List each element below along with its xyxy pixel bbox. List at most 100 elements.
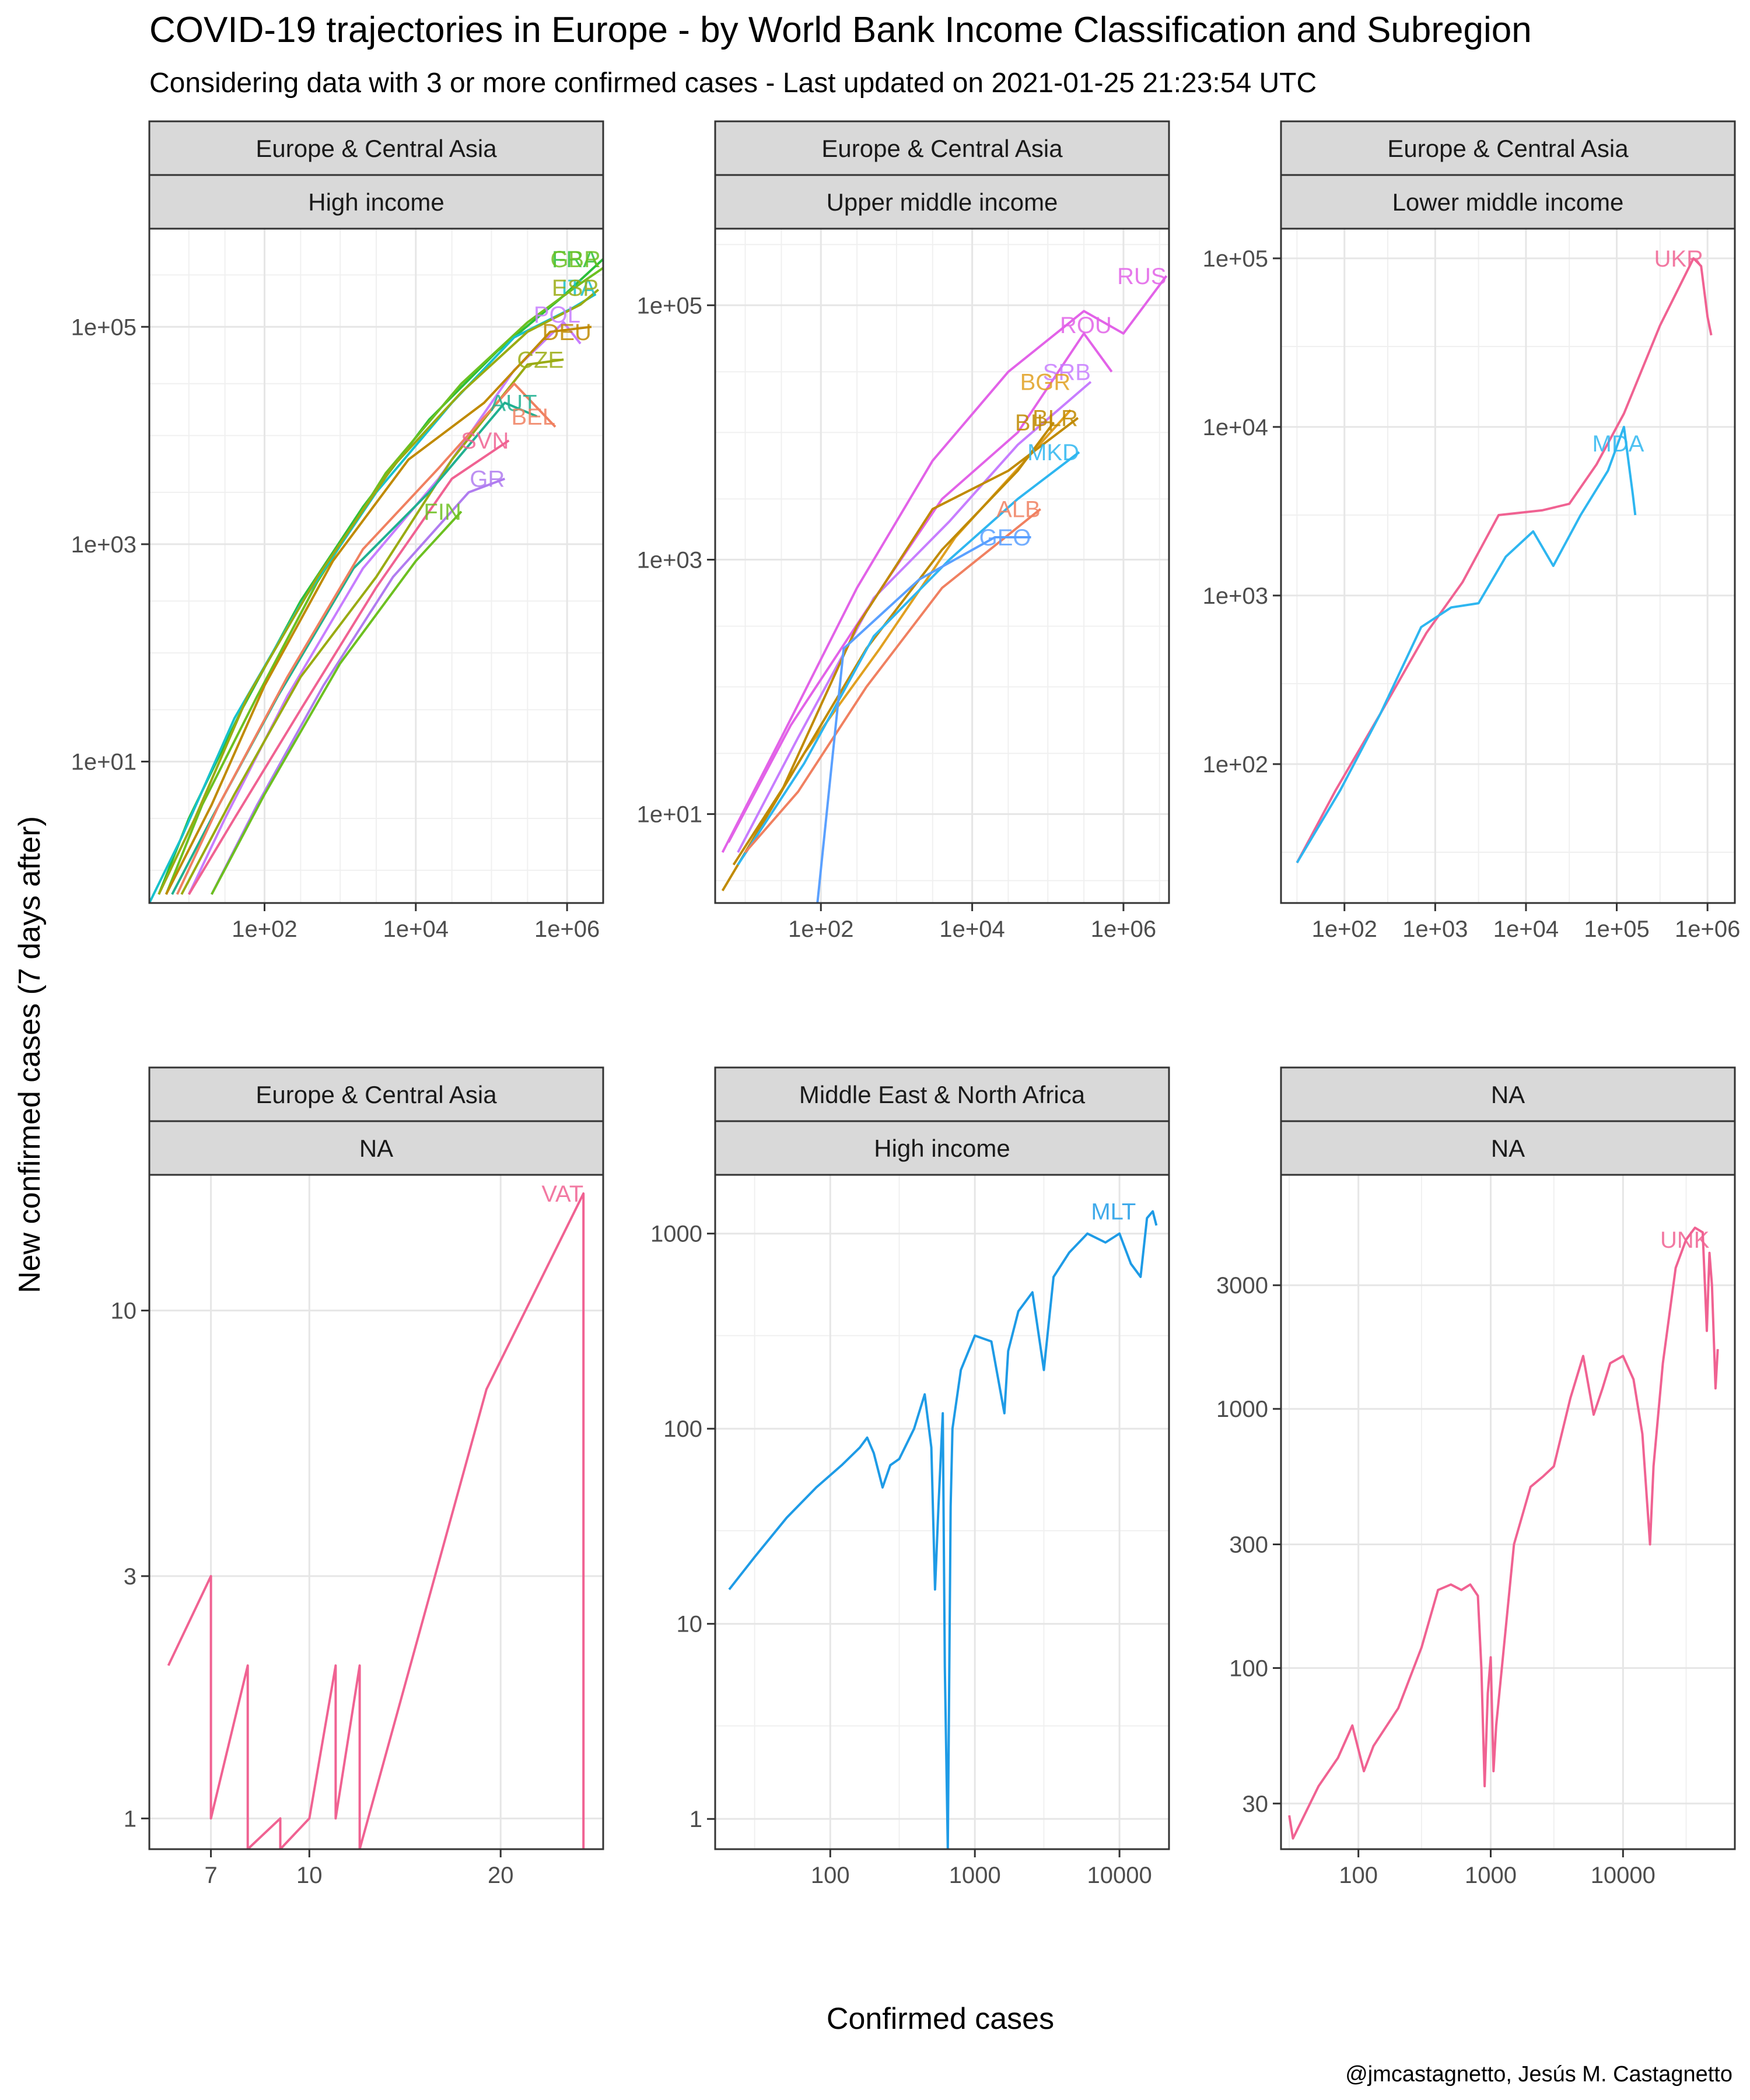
- x-tick-label: 100: [1339, 1863, 1378, 1888]
- x-tick-label: 1000: [1465, 1863, 1517, 1888]
- series-line-gbr: [164, 266, 603, 895]
- strip-bottom-bg: [1280, 174, 1736, 230]
- strip-top-label: Europe & Central Asia: [1387, 135, 1629, 162]
- series-label-rus: RUS: [1117, 264, 1166, 289]
- caption: @jmcastagnetto, Jesús M. Castagnetto: [1345, 2062, 1732, 2087]
- grid: [715, 229, 1169, 903]
- strip-top-label: Europe & Central Asia: [821, 135, 1063, 162]
- axes: 100 1000 10000 1 10 100 1000: [650, 1222, 1152, 1888]
- series-labels: MLT: [1091, 1199, 1136, 1225]
- y-tick-label: 1: [690, 1807, 702, 1832]
- x-tick-label: 1000: [949, 1863, 1001, 1888]
- y-tick-label: 1e+05: [71, 314, 136, 340]
- x-tick-label: 1e+04: [1493, 916, 1559, 942]
- strip-bottom-label: NA: [1491, 1135, 1525, 1162]
- plot-area: [715, 1175, 1169, 1849]
- y-tick-label: 300: [1229, 1532, 1268, 1558]
- series-label-vat: VAT: [541, 1181, 583, 1207]
- plot-border: [714, 228, 1170, 904]
- panel-6: NA NA UNK 100 1000 10000 30 100 300 1000 3000: [1216, 1066, 1736, 1888]
- series-label-mda: MDA: [1592, 431, 1644, 457]
- series-line-mda: [1296, 425, 1637, 864]
- series-line-esp: [158, 288, 600, 895]
- series-label-gbr: GBR: [550, 247, 601, 272]
- series-labels: UNK: [1660, 1227, 1710, 1253]
- x-tick-label: 20: [488, 1863, 514, 1888]
- x-tick-label: 1e+05: [1584, 916, 1649, 942]
- series-label-cze: CZE: [517, 347, 564, 373]
- series-line-fin: [211, 510, 463, 895]
- strip-bottom-bg: [714, 174, 1170, 230]
- x-tick-label: 1e+02: [788, 916, 853, 942]
- x-tick-label: 1e+06: [1675, 916, 1740, 942]
- series-label-rou: ROU: [1060, 313, 1112, 338]
- y-tick-label: 1e+03: [71, 532, 136, 558]
- series-label-srb: SRB: [1043, 359, 1091, 385]
- x-tick-label: 1e+03: [1402, 916, 1468, 942]
- panel-2: Europe & Central Asia Upper middle income…: [637, 120, 1170, 942]
- strip-top-bg: [1280, 120, 1736, 176]
- strip-top-label: Middle East & North Africa: [799, 1081, 1086, 1108]
- plot-border: [714, 1174, 1170, 1850]
- series-label-bgr: BGR: [1020, 370, 1071, 396]
- y-axis-label: New confirmed cases (7 days after): [13, 816, 47, 1293]
- y-tick-label: 3000: [1216, 1273, 1268, 1298]
- series-lines: [721, 275, 1168, 903]
- series-labels: UKR MDA: [1592, 246, 1704, 457]
- axes: 100 1000 10000 30 100 300 1000 3000: [1216, 1273, 1656, 1888]
- series-label-blr: BLR: [1032, 406, 1078, 432]
- series-line-svn: [188, 439, 510, 895]
- series-line-unk: [1288, 1226, 1719, 1840]
- series-label-deu: DEU: [542, 320, 591, 345]
- grid: [1281, 229, 1735, 903]
- x-tick-label: 1e+06: [1091, 916, 1156, 942]
- series-line-geo: [816, 536, 1031, 903]
- y-tick-label: 1e+03: [1203, 583, 1268, 609]
- series-line-bih: [732, 421, 1055, 866]
- series-label-fra: FRA: [552, 247, 598, 272]
- series-line-cze: [180, 358, 564, 895]
- series-lines: [728, 1210, 1158, 1849]
- y-tick-label: 1e+05: [1203, 246, 1268, 272]
- strip-bottom-label: Lower middle income: [1392, 188, 1624, 216]
- series-label-mlt: MLT: [1091, 1199, 1136, 1225]
- series-label-geo: GEO: [979, 525, 1031, 551]
- series-line-deu: [165, 326, 592, 895]
- series-label-mkd: MKD: [1027, 440, 1079, 466]
- plot-area: [149, 1175, 603, 1849]
- x-tick-label: 1e+04: [383, 916, 449, 942]
- series-line-ukr: [1296, 257, 1713, 863]
- series-lines: [1288, 1226, 1719, 1840]
- x-tick-label: 1e+04: [939, 916, 1005, 942]
- series-line-rus: [721, 275, 1168, 853]
- series-label-unk: UNK: [1660, 1227, 1710, 1253]
- series-line-vat: [167, 1192, 585, 1849]
- axes: 1e+02 1e+04 1e+06 1e+01 1e+03 1e+05: [637, 293, 1156, 942]
- panel-4: Europe & Central Asia NA VAT 7 10 20 1 3 10: [111, 1066, 604, 1888]
- y-tick-label: 1e+01: [637, 802, 702, 828]
- strip-top-label: Europe & Central Asia: [256, 1081, 497, 1108]
- strip-bottom-label: High income: [308, 188, 444, 216]
- series-line-srb: [737, 381, 1092, 853]
- plot-border: [1280, 1174, 1736, 1850]
- series-lines: [1296, 257, 1713, 864]
- plot-border: [148, 1174, 604, 1850]
- x-tick-label: 100: [811, 1863, 850, 1888]
- axes: 7 10 20 1 3 10: [111, 1298, 514, 1888]
- y-tick-label: 30: [1242, 1791, 1269, 1817]
- strip-top-bg: [148, 120, 604, 176]
- x-tick-label: 10000: [1591, 1863, 1656, 1888]
- y-tick-label: 100: [1229, 1656, 1268, 1681]
- strip-top-bg: [148, 1066, 604, 1122]
- y-tick-label: 1000: [650, 1222, 702, 1247]
- strip-bottom-label: High income: [874, 1135, 1010, 1162]
- y-tick-label: 1e+04: [1203, 415, 1268, 440]
- series-labels: VAT: [541, 1181, 583, 1207]
- x-tick-label: 1e+02: [1312, 916, 1377, 942]
- series-label-bel: BEL: [511, 404, 555, 430]
- x-tick-label: 1e+02: [232, 916, 297, 942]
